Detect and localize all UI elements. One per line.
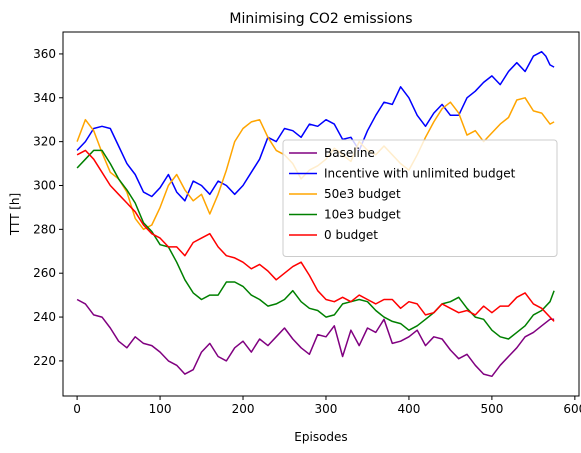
y-tick-label-2: 260 bbox=[33, 266, 56, 280]
chart-title: Minimising CO2 emissions bbox=[229, 11, 412, 27]
y-axis: 220 240 260 280 300 320 340 360 bbox=[33, 47, 63, 368]
x-tick-label-1: 100 bbox=[149, 402, 172, 416]
legend-box bbox=[282, 139, 558, 257]
x-axis: 0 100 200 300 400 500 600 bbox=[73, 396, 581, 416]
plot-frame bbox=[62, 31, 580, 397]
legend: Baseline Incentive with unlimited budget 5… bbox=[282, 139, 558, 257]
y-tick-label-0: 220 bbox=[33, 354, 56, 368]
y-tick-label-4: 300 bbox=[33, 178, 56, 192]
legend-label-3: 10e3 budget bbox=[324, 208, 401, 222]
y-axis-label: TTT [h] bbox=[8, 193, 22, 236]
y-tick-label-1: 240 bbox=[33, 310, 56, 324]
legend-label-4: 0 budget bbox=[324, 228, 378, 242]
x-tick-label-2: 200 bbox=[232, 402, 255, 416]
series-line-4 bbox=[76, 149, 555, 322]
y-tick-label-6: 340 bbox=[33, 91, 56, 105]
legend-label-1: Incentive with unlimited budget bbox=[324, 167, 516, 181]
x-tick-label-3: 300 bbox=[315, 402, 338, 416]
legend-label-2: 50e3 budget bbox=[324, 187, 401, 201]
x-tick-label-5: 500 bbox=[480, 402, 503, 416]
legend-label-0: Baseline bbox=[324, 146, 375, 160]
x-tick-label-6: 600 bbox=[563, 402, 581, 416]
y-tick-label-3: 280 bbox=[33, 222, 56, 236]
y-tick-label-5: 320 bbox=[33, 135, 56, 149]
series-line-0 bbox=[76, 298, 555, 378]
x-axis-label: Episodes bbox=[294, 430, 347, 444]
series-line-1 bbox=[76, 50, 555, 202]
y-tick-label-7: 360 bbox=[33, 47, 56, 61]
series-line-3 bbox=[76, 149, 555, 340]
x-tick-label-0: 0 bbox=[73, 402, 81, 416]
x-tick-label-4: 400 bbox=[397, 402, 420, 416]
